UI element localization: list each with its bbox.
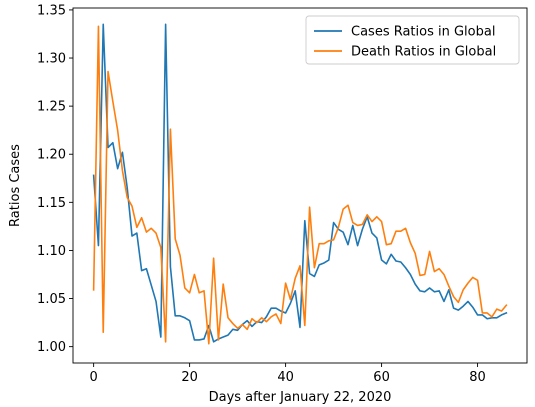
x-tick-label: 0 (89, 370, 97, 385)
y-tick-label: 1.00 (37, 340, 66, 355)
y-tick-label: 1.10 (37, 244, 66, 259)
y-axis-label: Ratios Cases (8, 144, 23, 227)
series-line-1 (92, 23, 508, 343)
y-tick-label: 1.05 (37, 292, 66, 307)
y-tick-label: 1.15 (37, 196, 66, 211)
axes-frame (72, 7, 528, 364)
x-tick-label: 40 (277, 370, 294, 385)
y-tick-label: 1.20 (37, 148, 66, 163)
x-tick-label: 60 (373, 370, 390, 385)
axes: 0 20 40 60 80 1.00 1.05 1.10 1.15 1.20 1.25 1.30 1.3… (37, 3, 528, 385)
x-tick-label: 80 (469, 370, 486, 385)
x-tick-label: 20 (181, 370, 198, 385)
legend-label-1: Cases Ratios in Global (351, 25, 495, 40)
y-tick-label: 1.25 (37, 100, 66, 115)
legend-box (305, 15, 520, 65)
series-line-2 (92, 25, 508, 345)
legend-label-2: Death Ratios in Global (351, 45, 496, 60)
plot-area (92, 23, 508, 345)
y-tick-label: 1.30 (37, 52, 66, 67)
x-axis-label: Days after January 22, 2020 (209, 390, 392, 405)
legend: Cases Ratios in Global Death Ratios in Gl… (305, 15, 520, 65)
y-tick-label: 1.35 (37, 3, 66, 18)
